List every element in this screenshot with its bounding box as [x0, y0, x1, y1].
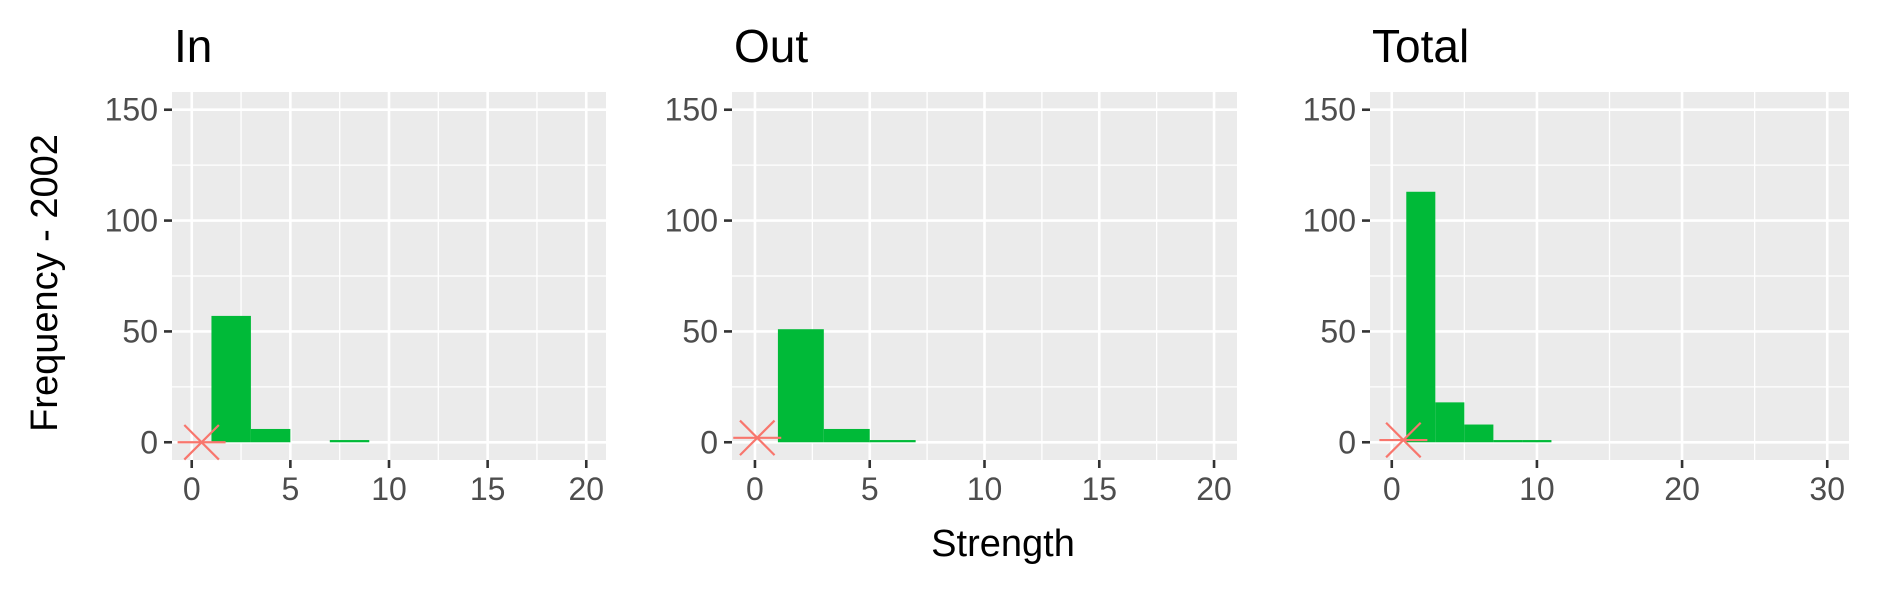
y-tick-label: 150	[105, 92, 158, 128]
histogram-bar	[777, 329, 824, 443]
y-tick-label: 0	[700, 424, 718, 460]
x-tick-label: 0	[1383, 471, 1401, 507]
histogram-bar	[211, 315, 251, 443]
y-tick-label: 50	[122, 313, 158, 349]
panel-title: Total	[1372, 20, 1469, 72]
y-tick-label: 0	[1338, 424, 1356, 460]
star-marker	[1379, 421, 1428, 459]
x-tick-label: 10	[967, 471, 1003, 507]
panel-title: In	[174, 20, 212, 72]
x-tick-label: 30	[1809, 471, 1845, 507]
x-tick-label: 10	[371, 471, 407, 507]
x-tick-label: 15	[470, 471, 506, 507]
histogram-bar	[250, 428, 291, 443]
x-tick-label: 5	[861, 471, 879, 507]
x-tick-label: 20	[568, 471, 604, 507]
y-tick-label: 100	[1303, 203, 1356, 239]
histogram-bar	[1493, 440, 1523, 443]
marker-stroke	[183, 424, 220, 461]
star-marker	[177, 424, 226, 461]
panel-title: Out	[734, 20, 808, 72]
x-tick-label: 20	[1664, 471, 1700, 507]
y-tick-label: 50	[1320, 313, 1356, 349]
y-tick-label: 150	[1303, 92, 1356, 128]
y-axis-title: Frequency - 2002	[24, 134, 66, 432]
star-marker	[733, 419, 782, 456]
x-tick-label: 0	[183, 471, 201, 507]
x-tick-label: 5	[281, 471, 299, 507]
histogram-bar	[823, 428, 870, 443]
x-tick-label: 20	[1196, 471, 1232, 507]
y-tick-label: 100	[105, 203, 158, 239]
x-axis-title: Strength	[931, 523, 1075, 565]
marker-stroke	[739, 419, 776, 456]
histogram-bar	[329, 440, 370, 443]
x-tick-label: 10	[1519, 471, 1555, 507]
histogram-bar	[1464, 424, 1494, 443]
facet-panel-total: Total 0 50 100 150 0 10 20 30	[1303, 20, 1849, 507]
marker-stroke	[1385, 421, 1422, 459]
facet-panel-out: Out 0 50 100 150 0 5 10 15 20	[665, 20, 1237, 507]
y-tick-label: 0	[140, 424, 158, 460]
histogram-bar	[1435, 402, 1465, 443]
x-tick-label: 15	[1081, 471, 1117, 507]
x-tick-label: 0	[746, 471, 764, 507]
y-tick-label: 50	[682, 313, 718, 349]
histogram-bar	[1522, 440, 1552, 443]
y-tick-label: 150	[665, 92, 718, 128]
facet-panel-in: In 0 50 100 150 0 5 10 15 20	[105, 20, 606, 507]
histogram-bar	[869, 440, 916, 443]
histogram-bar	[1406, 191, 1436, 443]
y-tick-label: 100	[665, 203, 718, 239]
